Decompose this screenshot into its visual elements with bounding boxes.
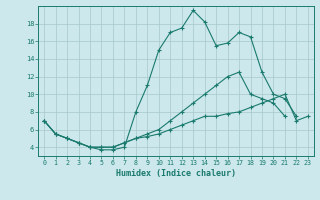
X-axis label: Humidex (Indice chaleur): Humidex (Indice chaleur) [116,169,236,178]
